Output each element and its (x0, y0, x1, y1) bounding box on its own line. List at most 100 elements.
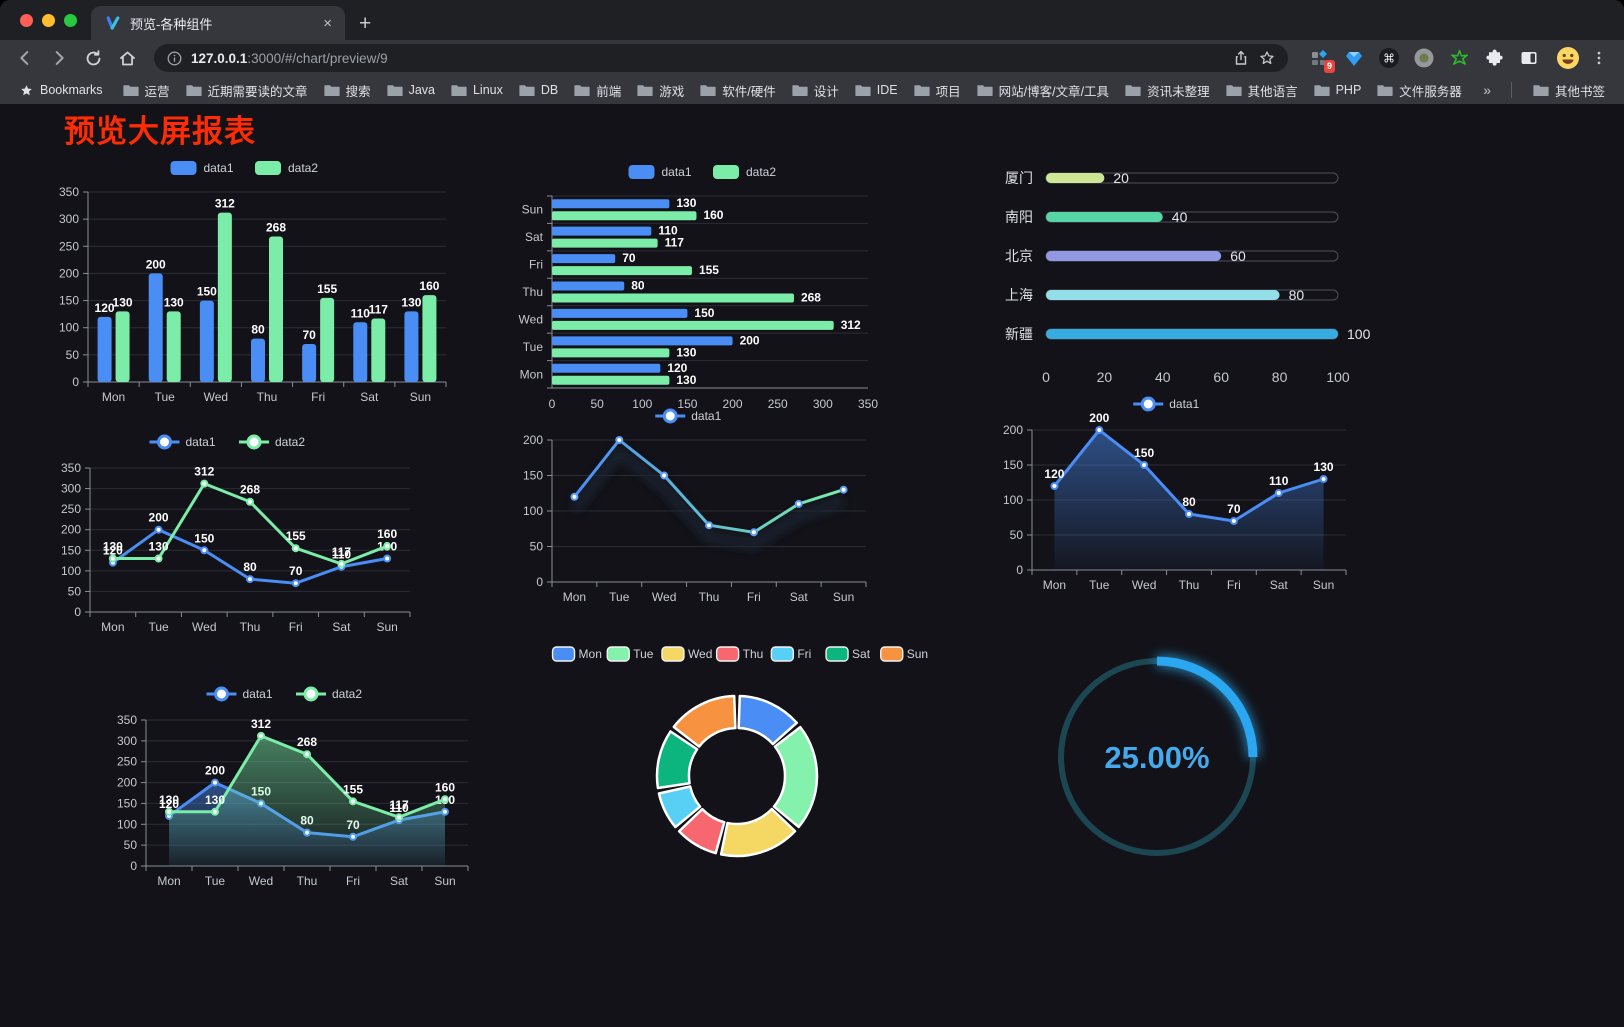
grid-extension-icon[interactable]: 9 (1308, 47, 1335, 73)
other-bookmarks-label: 其他书签 (1554, 84, 1605, 99)
home-button[interactable] (112, 44, 142, 72)
svg-text:Wed: Wed (688, 647, 712, 661)
grouped-bar-chart: data1 data2 0 50 100 150 200 250 300 350 Mon Tue Wed… (59, 161, 447, 404)
site-info-icon[interactable] (166, 50, 183, 67)
svg-text:0: 0 (72, 375, 79, 389)
bookmark-folder[interactable]: 其他语言 (1219, 78, 1305, 103)
folder-icon (792, 85, 808, 96)
bookmark-folder[interactable]: 搜索 (317, 78, 378, 103)
star-filled-icon (21, 84, 32, 95)
horizontal-bar-chart: data1 data2 Sun Sat Fri Thu Wed Tue Mon 0 50 100 150… (519, 165, 878, 411)
svg-text:Mon: Mon (157, 874, 180, 888)
minimize-window-button[interactable] (42, 13, 55, 27)
bookmark-folder[interactable]: 资讯未整理 (1118, 78, 1217, 103)
record-extension-icon[interactable] (1413, 47, 1435, 69)
gem-extension-icon[interactable] (1343, 47, 1365, 69)
forward-icon (55, 51, 64, 65)
bookmarks-overflow-chevron[interactable]: » (1483, 82, 1491, 98)
bookmark-folder[interactable]: IDE (848, 80, 905, 100)
command-extension-icon[interactable]: ⌘ (1378, 47, 1400, 69)
puzzle-extensions-icon[interactable] (1483, 47, 1505, 69)
bookmark-folder[interactable]: PHP (1307, 80, 1369, 100)
address-bar[interactable]: 127.0.0.1:3000/#/chart/preview/9 (154, 44, 1288, 72)
svg-text:0: 0 (1042, 369, 1050, 385)
browser-tab[interactable]: 预览-各种组件 × (91, 6, 345, 40)
svg-text:200: 200 (149, 511, 169, 525)
bookmark-folder[interactable]: Linux (444, 80, 510, 100)
svg-text:160: 160 (419, 279, 439, 293)
svg-text:200: 200 (523, 433, 543, 447)
svg-text:data2: data2 (332, 687, 362, 701)
svg-text:150: 150 (194, 531, 214, 545)
bookmark-folder[interactable]: 文件服务器 (1370, 78, 1469, 103)
bookmarks-label: Bookmarks (40, 83, 103, 97)
svg-text:60: 60 (1213, 369, 1229, 385)
svg-text:268: 268 (297, 735, 317, 749)
reload-button[interactable] (78, 44, 108, 72)
svg-text:200: 200 (205, 764, 225, 778)
share-icon[interactable] (1232, 49, 1250, 67)
page-title: 预览大屏报表 (64, 114, 256, 149)
bookmark-folder[interactable]: 网站/博客/文章/工具 (970, 78, 1116, 103)
sidebar-extension-icon[interactable] (1518, 47, 1540, 69)
folder-icon (1533, 85, 1549, 96)
close-window-button[interactable] (20, 13, 33, 27)
svg-text:50: 50 (1010, 528, 1024, 542)
folder-icon (451, 85, 467, 96)
svg-text:350: 350 (858, 397, 878, 411)
svg-text:data2: data2 (746, 165, 776, 179)
svg-text:155: 155 (343, 782, 363, 796)
svg-text:0: 0 (130, 859, 137, 873)
close-tab-icon[interactable]: × (323, 14, 332, 32)
svg-text:Thu: Thu (297, 874, 318, 888)
svg-text:data1: data1 (662, 165, 692, 179)
svg-text:Mon: Mon (579, 647, 602, 661)
svg-text:⌘: ⌘ (1383, 52, 1395, 66)
bookmark-folder[interactable]: 前端 (567, 78, 628, 103)
svg-text:130: 130 (205, 793, 225, 807)
zoom-window-button[interactable] (64, 13, 77, 27)
tab-title: 预览-各种组件 (130, 16, 213, 32)
svg-text:Fri: Fri (311, 390, 325, 404)
forward-button[interactable] (44, 44, 74, 72)
svg-text:50: 50 (124, 838, 138, 852)
folder-icon (574, 85, 590, 96)
svg-text:Wed: Wed (204, 390, 228, 404)
profile-avatar[interactable] (1556, 46, 1580, 70)
svg-text:300: 300 (61, 482, 81, 496)
bookmarks-divider (1510, 82, 1512, 98)
bookmarks-manager[interactable]: Bookmarks (12, 80, 110, 101)
folder-icon (1125, 85, 1141, 96)
svg-text:200: 200 (117, 776, 137, 790)
bookmark-star-icon[interactable] (1258, 49, 1276, 67)
svg-text:350: 350 (117, 713, 137, 727)
svg-text:70: 70 (622, 251, 636, 265)
svg-text:Sun: Sun (907, 647, 928, 661)
svg-text:Sat: Sat (525, 230, 544, 244)
svg-text:150: 150 (523, 469, 543, 483)
bookmark-folder[interactable]: 软件/硬件 (693, 78, 782, 103)
svg-text:Fri: Fri (289, 620, 303, 634)
browser-menu-button[interactable] (1584, 44, 1614, 72)
bookmark-folder[interactable]: 项目 (907, 78, 968, 103)
svg-text:80: 80 (243, 560, 257, 574)
other-bookmarks[interactable]: 其他书签 (1526, 78, 1612, 103)
url-text: 127.0.0.1:3000/#/chart/preview/9 (191, 50, 388, 66)
svg-text:250: 250 (61, 502, 81, 516)
bookmark-folder[interactable]: 运营 (116, 78, 177, 103)
bookmark-folder[interactable]: Java (380, 80, 442, 100)
svg-text:data1: data1 (691, 409, 721, 423)
bookmark-folder[interactable]: 设计 (785, 78, 846, 103)
green-star-extension-icon[interactable] (1448, 47, 1470, 69)
svg-text:150: 150 (197, 285, 217, 299)
svg-text:新疆: 新疆 (1005, 326, 1033, 342)
folder-icon (323, 85, 340, 96)
svg-text:150: 150 (1003, 458, 1023, 472)
svg-text:200: 200 (723, 397, 743, 411)
bookmark-folder[interactable]: 近期需要读的文章 (179, 78, 315, 103)
back-button[interactable] (10, 44, 40, 72)
new-tab-button[interactable]: + (359, 12, 372, 35)
bookmark-folder[interactable]: DB (512, 80, 565, 100)
bookmark-folder[interactable]: 游戏 (630, 78, 691, 103)
svg-text:40: 40 (1172, 209, 1188, 225)
